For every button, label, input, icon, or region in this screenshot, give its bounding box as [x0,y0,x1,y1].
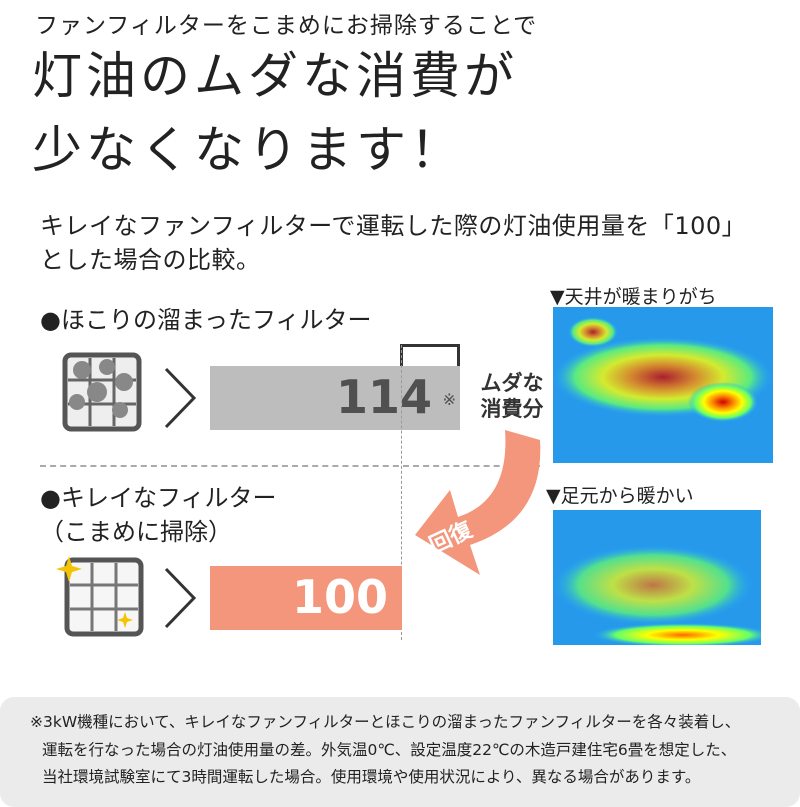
chevron-right-icon [164,367,197,429]
clean-filter-label: ●キレイなフィルター [40,484,277,512]
clean-filter-sublabel: （こまめに掃除） [40,518,232,546]
thermal-image-dusty [553,307,773,463]
bar-clean-filter: 100 [210,566,402,630]
thermal-caption-clean: ▼足元から暖かい [546,485,694,507]
clean-value: 100 [291,570,388,624]
bar-dusty-filter: 114 ※ [210,366,460,430]
subtitle-line2: とした場合の比較。 [40,246,261,274]
chevron-right-icon [164,567,197,629]
sparkle-icon [56,556,82,582]
section-divider [40,465,540,467]
reference-dashed-line [401,345,402,640]
waste-label: ムダな消費分 [480,371,544,421]
recovery-arrow-icon [415,430,541,575]
headline-line1: 灯油のムダな消費が [32,47,518,105]
lead-text: ファンフィルターをこまめにお掃除することで [35,13,538,39]
subtitle-line1: キレイなファンフィルターで運転した際の灯油使用量を「100」 [40,212,747,240]
thermal-caption-dusty: ▼天井が暖まりがち [550,286,717,308]
dusty-filter-icon [62,352,142,432]
clean-filter-icon [56,556,144,637]
difference-bracket [400,344,460,366]
note-mark: ※ [442,390,456,409]
footnote-line: 当社環境試験室にて3時間運転した場合。使用環境や使用状況により、異なる場合があり… [42,768,701,786]
headline-line2: 少なくなります！ [32,121,464,179]
dusty-filter-label: ●ほこりの溜まったフィルター [40,306,372,334]
dusty-value: 114 [335,370,432,424]
footnote-box: ※3kW機種において、キレイなファンフィルターとほこりの溜まったファンフィルター… [0,697,800,807]
footnote-line: 運転を行なった場合の灯油使用量の差。外気温0℃、設定温度22℃の木造戸建住宅6畳… [42,740,737,759]
thermal-image-clean [553,510,761,645]
footnote-line: ※3kW機種において、キレイなファンフィルターとほこりの溜まったファンフィルター… [30,713,741,731]
